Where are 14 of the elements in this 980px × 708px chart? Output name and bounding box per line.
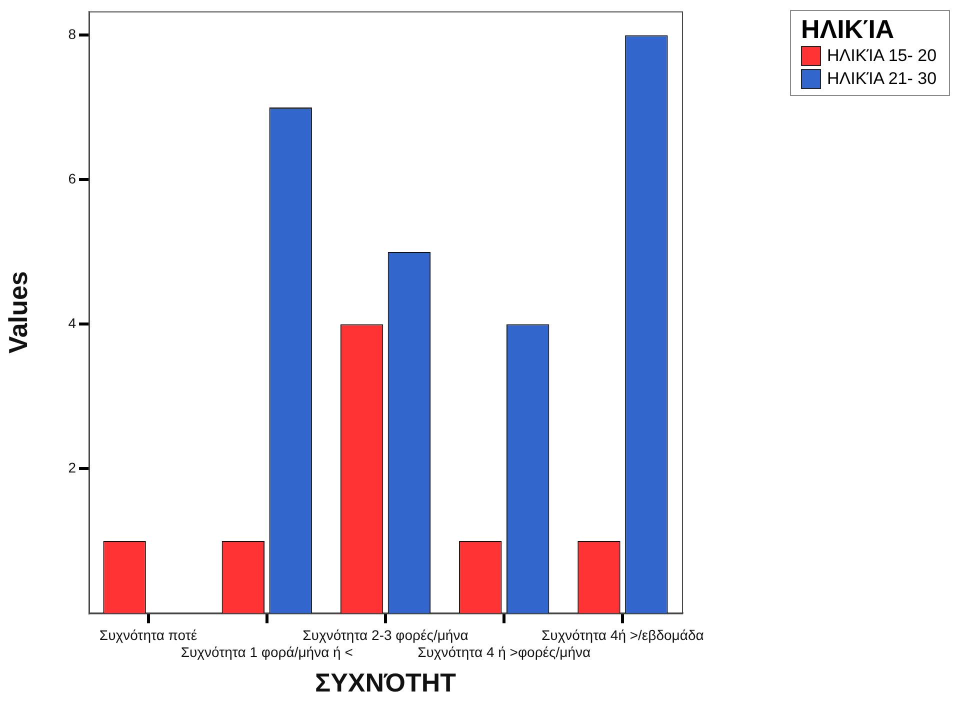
x-tick-label: Συχνότητα 2-3 φορές/μήνα (302, 627, 468, 644)
y-tick-label: 8 (68, 26, 76, 42)
legend-label: ΗΛΙΚΊΑ 21- 30 (827, 69, 937, 89)
y-tick-label: 4 (68, 315, 76, 332)
x-tick-label: Συχνότητα 4 ή >φορές/μήνα (418, 644, 591, 662)
legend-label: ΗΛΙΚΊΑ 15- 20 (827, 46, 937, 66)
y-tick-label: 2 (68, 460, 76, 476)
legend-title: ΗΛΙΚΊΑ (801, 14, 896, 44)
y-axis-title: Values (2, 271, 33, 354)
y-tick-label: 6 (68, 170, 76, 187)
x-tick-label: Συχνότητα ποτέ (99, 627, 198, 644)
x-tick-label: Συχνότητα 4ή >/εβδομάδα (542, 627, 704, 644)
x-axis-title: ΣΥΧΝΌΤΗΤ (314, 668, 456, 698)
x-tick-label: Συχνότητα 1 φορά/μήνα ή < (180, 644, 353, 662)
